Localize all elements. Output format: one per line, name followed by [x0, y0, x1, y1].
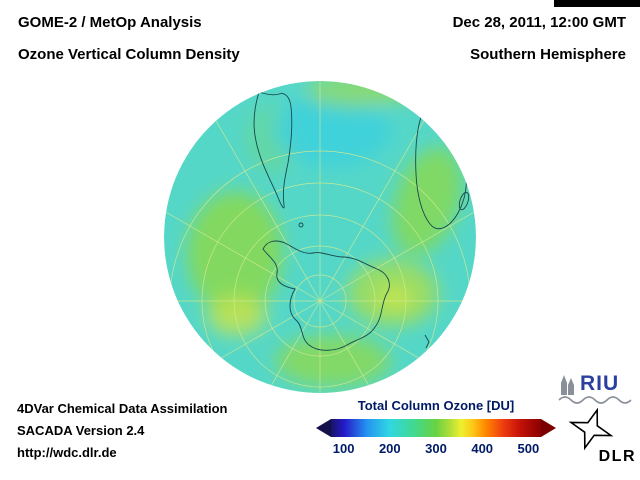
header-datetime: Dec 28, 2011, 12:00 GMT: [452, 14, 626, 31]
globe-map: [164, 81, 476, 393]
colorbar-tick: 300: [425, 441, 447, 456]
colorbar-right-arrow-icon: [541, 419, 556, 437]
riu-wave-icon: [558, 396, 632, 404]
dlr-logo: DLR: [566, 406, 638, 468]
header-region: Southern Hemisphere: [470, 46, 626, 63]
header-instrument: GOME-2 / MetOp Analysis: [18, 14, 202, 31]
dlr-star-icon: [568, 408, 614, 451]
colorbar-tick: 200: [378, 441, 401, 456]
top-edge-bar: [554, 0, 640, 7]
colorbar-title: Total Column Ozone [DU]: [357, 398, 515, 413]
footer-url: http://wdc.dlr.de: [17, 445, 117, 460]
footer-version: SACADA Version 2.4: [17, 423, 145, 438]
colorbar: Total Column Ozone [DU] 100 200 300 400 …: [316, 398, 556, 457]
ozone-field: [187, 81, 463, 387]
colorbar-tick: 100: [332, 441, 355, 456]
riu-label: RIU: [580, 372, 620, 395]
footer-method: 4DVar Chemical Data Assimilation: [17, 401, 228, 416]
colorbar-ticks: 100 200 300 400 500: [331, 441, 541, 457]
colorbar-tick: 400: [471, 441, 494, 456]
colorbar-gradient: [331, 419, 541, 437]
header-product: Ozone Vertical Column Density: [18, 46, 240, 63]
colorbar-left-arrow-icon: [316, 419, 331, 437]
riu-logo: RIU: [558, 373, 638, 404]
cathedral-icon: [561, 375, 574, 395]
colorbar-tick: 500: [517, 441, 540, 456]
dlr-label: DLR: [598, 448, 636, 465]
